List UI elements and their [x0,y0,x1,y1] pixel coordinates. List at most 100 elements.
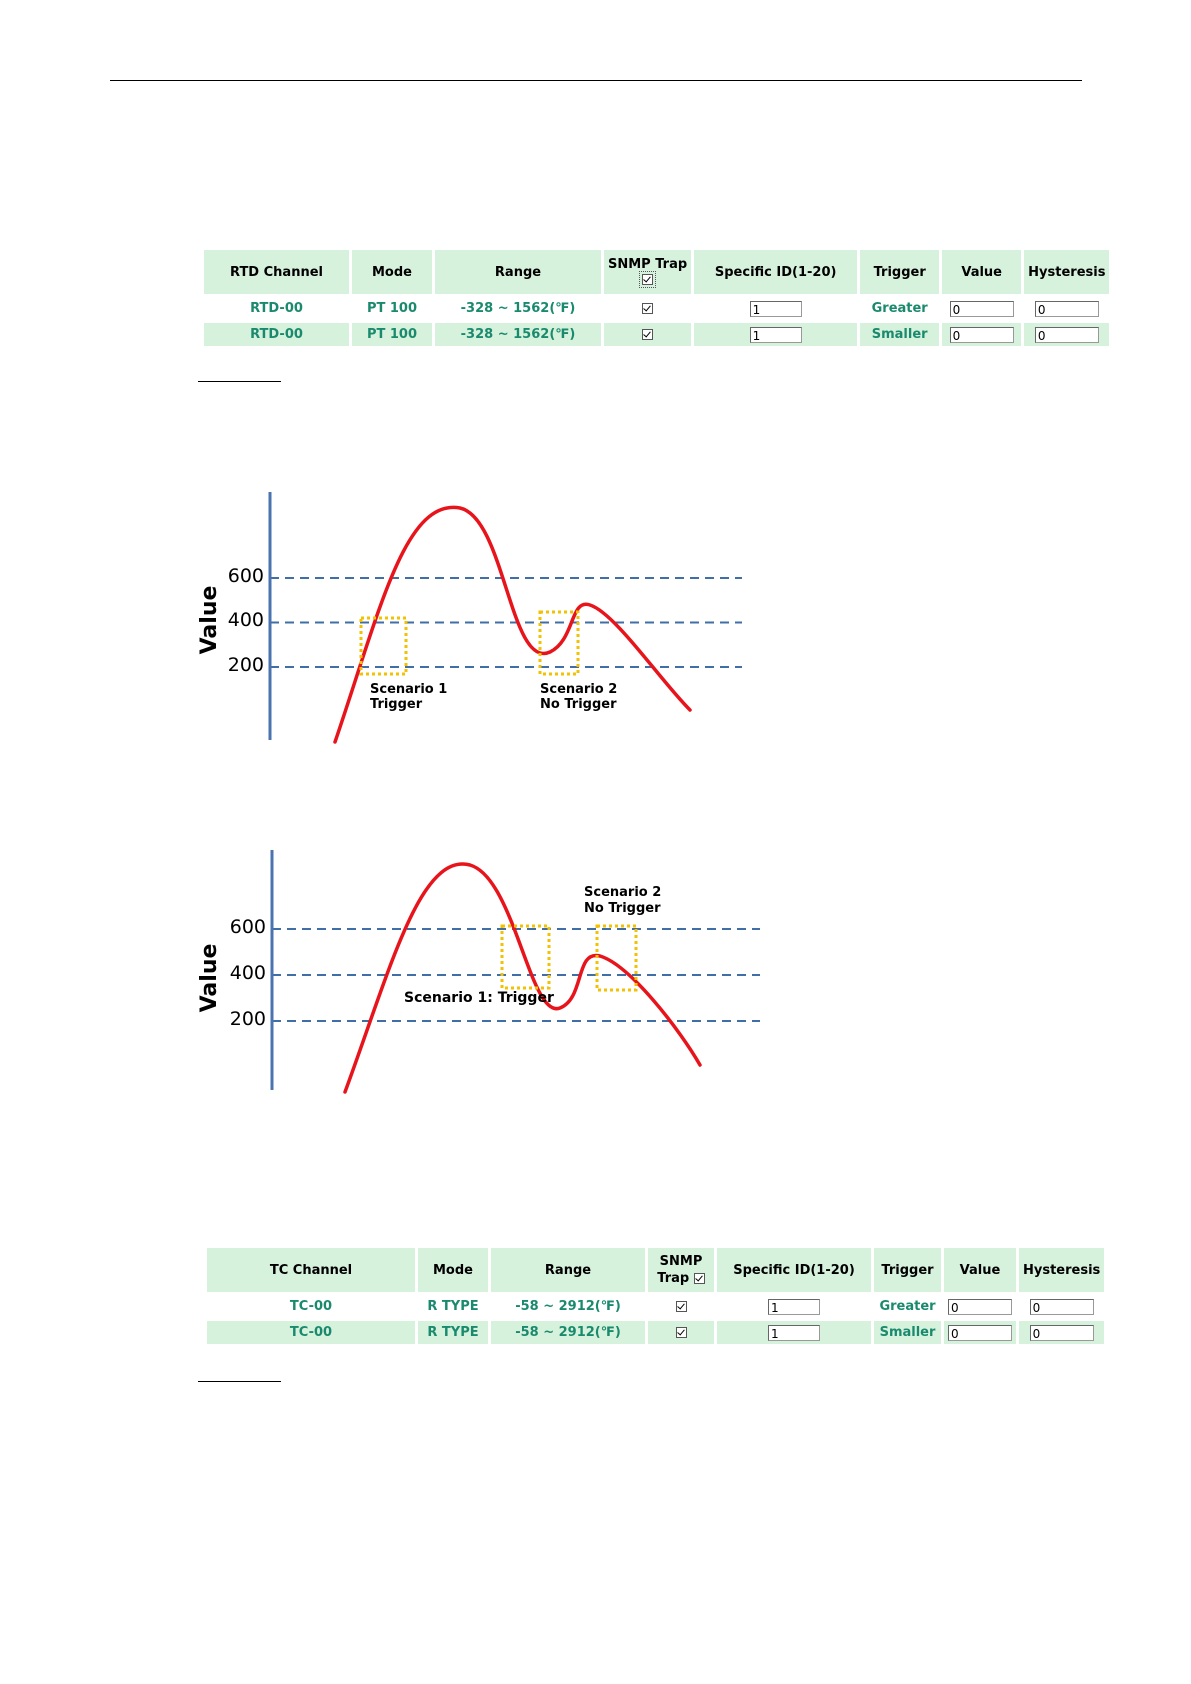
table-row: RTD-00 PT 100 -328 ~ 1562(℉) 1 Smaller 0… [204,323,1110,346]
snmp-trap-cell [648,1321,714,1344]
underline-rule [198,1381,281,1382]
snmp-label: SNMP [659,1254,703,1269]
scenario-2-highlight-box [538,610,580,676]
tc-trap-table: TC Channel Mode Range SNMP Trap Specific… [204,1245,1107,1347]
hysteresis-cell: 0 [1024,297,1109,320]
hysteresis-cell: 0 [1019,1295,1104,1318]
range-cell: -328 ~ 1562(℉) [435,323,601,346]
specific-id-cell: 1 [717,1295,871,1318]
signal-curve [333,505,692,744]
channel-cell: RTD-00 [250,301,303,316]
hysteresis-input[interactable]: 0 [1034,300,1099,317]
y-axis-label: Value [197,586,222,655]
value-cell: 0 [944,1295,1016,1318]
specific-id-cell: 1 [694,323,858,346]
col-header-specific-id: Specific ID(1-20) [717,1248,871,1292]
scenario-2-label-line2: No Trigger [540,697,617,712]
y-axis-label: Value [197,944,222,1013]
col-header-specific-id: Specific ID(1-20) [694,250,858,294]
mode-cell: PT 100 [352,323,432,346]
col-header-mode: Mode [418,1248,488,1292]
value-cell: 0 [942,323,1022,346]
hysteresis-input[interactable]: 0 [1034,326,1099,343]
mode-cell: PT 100 [366,301,418,316]
snmp-trap-checkbox[interactable] [675,1301,687,1312]
value-input[interactable]: 0 [949,300,1014,317]
signal-curve [343,862,702,1094]
underline-rule [198,381,281,382]
value-input[interactable]: 0 [948,1324,1012,1341]
channel-cell: TC-00 [289,1299,333,1314]
hysteresis-cell: 0 [1024,323,1110,346]
mode-cell: R TYPE [418,1321,488,1344]
col-header-trigger: Trigger [874,1248,941,1292]
y-tick-label: 400 [230,962,266,984]
scenario-2-label-line1: Scenario 2 [584,885,661,900]
col-header-range: Range [491,1248,645,1292]
specific-id-input[interactable]: 1 [768,1298,820,1315]
value-input[interactable]: 0 [949,326,1014,343]
col-header-range: Range [435,250,601,294]
col-header-value: Value [942,250,1022,294]
snmp-trap-checkbox[interactable] [642,329,654,340]
table-row: TC-00 R TYPE -58 ~ 2912(℉) 1 Greater 0 0 [207,1295,1104,1318]
specific-id-input[interactable]: 1 [749,326,802,343]
chart-1: Value 200 400 600 Scenario 1 Trigger Sce… [197,492,742,744]
value-cell: 0 [942,297,1021,320]
y-tick-label: 400 [228,609,264,631]
trigger-cell: Smaller [874,1321,941,1344]
table-row: RTD-00 PT 100 -328 ~ 1562(℉) 1 Greater 0… [204,297,1109,320]
y-tick-label: 200 [230,1008,266,1030]
col-header-trigger: Trigger [860,250,940,294]
scenario-2-label-line2: No Trigger [584,901,661,916]
scenario-1-highlight-box [500,924,551,990]
y-tick-label: 600 [228,565,264,587]
specific-id-input[interactable]: 1 [749,300,802,317]
scenario-1-highlight-box [359,616,408,676]
value-input[interactable]: 0 [948,1298,1012,1315]
header-rule [110,80,1082,81]
trap-label: Trap [657,1271,690,1286]
value-cell: 0 [944,1321,1016,1344]
specific-id-input[interactable]: 1 [768,1324,820,1341]
snmp-trap-checkbox[interactable] [675,1327,687,1338]
channel-cell: RTD-00 [204,323,349,346]
y-tick-label: 200 [228,654,264,676]
col-header-snmp-trap: SNMP Trap [648,1248,714,1292]
table-header-row: RTD Channel Mode Range SNMP Trap Specifi… [204,250,1110,294]
col-header-channel: RTD Channel [204,250,349,294]
snmp-trap-all-checkbox[interactable] [693,1273,705,1284]
specific-id-cell: 1 [717,1321,871,1344]
trigger-cell: Smaller [860,323,940,346]
specific-id-cell: 1 [694,297,857,320]
hysteresis-input[interactable]: 0 [1029,1324,1094,1341]
col-header-mode: Mode [352,250,432,294]
col-header-hysteresis: Hysteresis [1024,250,1110,294]
snmp-trap-label: SNMP Trap [608,257,688,272]
range-cell: -58 ~ 2912(℉) [491,1321,645,1344]
table-row: TC-00 R TYPE -58 ~ 2912(℉) 1 Smaller 0 0 [207,1321,1105,1344]
range-cell: -328 ~ 1562(℉) [460,301,576,316]
col-header-value: Value [944,1248,1016,1292]
scenario-2-label-line1: Scenario 2 [540,682,617,697]
snmp-trap-all-checkbox[interactable] [639,271,657,288]
rtd-trap-table: RTD Channel Mode Range SNMP Trap Specifi… [201,247,1112,349]
col-header-snmp-trap: SNMP Trap [604,250,692,294]
trigger-cell: Greater [871,301,928,316]
mode-cell: R TYPE [427,1299,479,1314]
hysteresis-cell: 0 [1019,1321,1105,1344]
snmp-trap-checkbox[interactable] [642,303,654,314]
col-header-hysteresis: Hysteresis [1019,1248,1105,1292]
scenario-1-label: Scenario 1: Trigger [404,990,554,1006]
col-header-channel: TC Channel [207,1248,415,1292]
chart-2: Value 200 400 600 Scenario 1: Trigger Sc… [197,850,760,1094]
hysteresis-input[interactable]: 0 [1029,1298,1094,1315]
scenario-1-label-line1: Scenario 1 [370,682,447,697]
snmp-trap-cell [648,1295,714,1318]
snmp-trap-cell [604,323,692,346]
channel-cell: TC-00 [207,1321,415,1344]
y-tick-label: 600 [230,916,266,938]
scenario-2-highlight-box [595,924,638,992]
table-header-row: TC Channel Mode Range SNMP Trap Specific… [207,1248,1105,1292]
scenario-1-label-line2: Trigger [370,697,423,712]
